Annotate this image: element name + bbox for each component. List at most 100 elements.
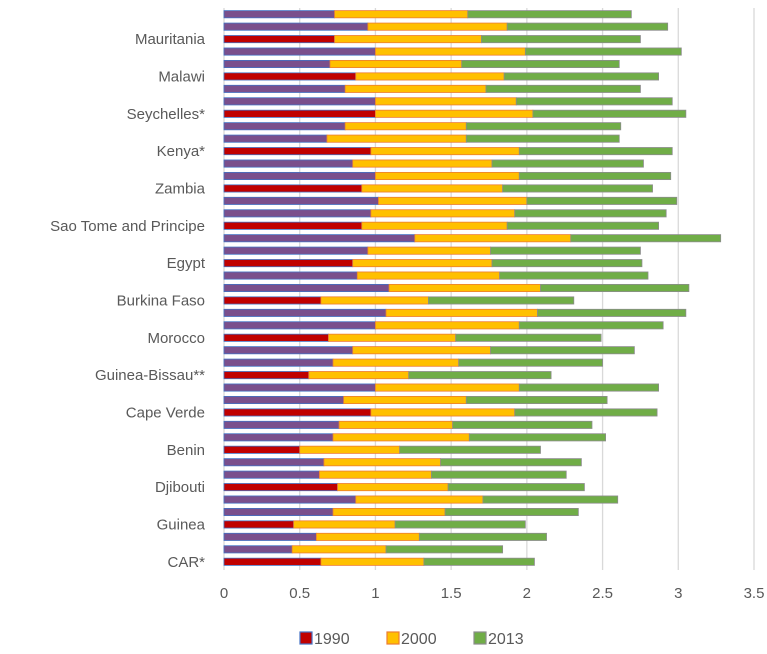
- category-label: Guinea: [157, 516, 206, 533]
- bar-2000-2: [315, 532, 420, 541]
- bar-2000-1: [291, 545, 387, 554]
- bar-2000-11: [338, 420, 454, 429]
- bar-1990-0: [223, 557, 322, 566]
- x-tick-label: 1.5: [441, 585, 462, 602]
- bar-2013-11: [452, 420, 593, 429]
- legend-label-2013: 2013: [488, 631, 524, 648]
- bar-2013-44: [467, 10, 632, 19]
- bar-2013-14: [518, 383, 659, 392]
- bar-2013-12: [514, 408, 658, 417]
- bar-2000-42: [334, 35, 482, 44]
- bar-2000-14: [375, 383, 520, 392]
- bar-1990-9: [223, 445, 301, 454]
- bar-1990-33: [223, 147, 372, 156]
- bar-1990-39: [223, 72, 357, 81]
- category-labels: CAR* Guinea Djibouti Benin Cape Verde Guinea-…: [50, 31, 206, 571]
- bar-2000-30: [361, 184, 504, 193]
- bar-2013-42: [481, 35, 641, 44]
- bar-2013-8: [440, 458, 582, 467]
- bar-1990-1: [223, 545, 293, 554]
- legend-swatch-2000: [386, 631, 400, 645]
- bar-1990-17: [223, 346, 354, 355]
- bar-2000-0: [320, 557, 425, 566]
- bar-1990-15: [223, 371, 310, 380]
- bar-1990-16: [223, 358, 334, 367]
- bar-2013-1: [385, 545, 504, 554]
- bar-2000-3: [293, 520, 396, 529]
- bar-1990-6: [223, 483, 338, 492]
- bar-2000-7: [318, 470, 432, 479]
- bar-2000-36: [375, 109, 534, 118]
- bar-2013-32: [491, 159, 644, 168]
- bar-2013-38: [485, 84, 641, 93]
- bar-2000-16: [332, 358, 460, 367]
- bar-2013-43: [506, 22, 669, 31]
- bar-1990-31: [223, 171, 376, 181]
- bar-2000-41: [375, 47, 526, 56]
- bar-1990-21: [223, 296, 322, 305]
- bar-2000-34: [326, 134, 467, 143]
- category-label: Mauritania: [135, 31, 206, 48]
- bar-2000-9: [299, 445, 401, 454]
- bar-2000-8: [323, 458, 441, 467]
- bar-2013-27: [506, 221, 659, 230]
- bar-2000-43: [367, 22, 508, 31]
- category-label: Djibouti: [155, 479, 205, 496]
- bar-2000-40: [329, 59, 463, 69]
- bar-1990-10: [223, 433, 334, 442]
- bar-2000-12: [370, 408, 516, 417]
- bar-1990-29: [223, 196, 379, 205]
- bar-2013-23: [499, 271, 649, 280]
- legend-label-1990: 1990: [314, 631, 350, 648]
- bar-2000-32: [352, 159, 493, 168]
- category-label: Malawi: [158, 68, 205, 85]
- legend: 1990 2000 2013: [299, 631, 524, 648]
- bar-2000-28: [370, 209, 516, 218]
- bar-2000-38: [344, 84, 487, 93]
- bar-2000-20: [385, 308, 538, 317]
- bar-1990-23: [223, 271, 358, 280]
- bar-1990-11: [223, 420, 340, 429]
- bar-2013-24: [491, 259, 643, 268]
- legend-label-2000: 2000: [401, 631, 437, 648]
- bar-2013-15: [408, 371, 552, 380]
- bar-2013-20: [537, 308, 687, 317]
- bar-1990-36: [223, 109, 376, 118]
- bar-2000-5: [355, 495, 484, 504]
- x-tick-label: 0.5: [289, 585, 310, 602]
- bar-2000-37: [375, 97, 517, 106]
- bar-1990-14: [223, 383, 376, 392]
- bar-2013-35: [465, 122, 622, 131]
- bar-1990-7: [223, 470, 320, 479]
- bar-1990-41: [223, 47, 376, 56]
- bar-2000-29: [378, 196, 528, 205]
- x-tick-label: 1: [371, 585, 379, 602]
- category-label: Kenya*: [157, 143, 206, 160]
- bar-2000-19: [375, 321, 520, 330]
- bar-2013-0: [423, 557, 535, 566]
- bar-1990-5: [223, 495, 357, 504]
- bar-2000-4: [332, 507, 446, 517]
- bar-1990-38: [223, 84, 346, 93]
- category-label: Cape Verde: [126, 404, 205, 421]
- x-tick-label: 2.5: [592, 585, 613, 602]
- bar-1990-28: [223, 209, 372, 218]
- bar-2013-34: [465, 134, 620, 143]
- category-label: Egypt: [167, 255, 206, 272]
- bar-2000-22: [388, 283, 541, 293]
- bar-2013-41: [524, 47, 682, 56]
- bar-1990-24: [223, 259, 354, 268]
- bar-1990-4: [223, 507, 334, 517]
- bar-1990-30: [223, 184, 363, 193]
- category-label: Guinea-Bissau**: [95, 367, 205, 384]
- bar-1990-37: [223, 97, 376, 106]
- bar-2000-21: [320, 296, 429, 305]
- bar-2013-5: [482, 495, 619, 504]
- bar-2013-17: [490, 346, 635, 355]
- bar-2000-26: [414, 234, 572, 243]
- x-tick-label: 0: [220, 585, 228, 602]
- x-tick-label: 3: [674, 585, 682, 602]
- bar-2013-7: [431, 470, 567, 479]
- x-tick-labels: 0 0.5 1 1.5 2 2.5 3 3.5: [220, 585, 765, 602]
